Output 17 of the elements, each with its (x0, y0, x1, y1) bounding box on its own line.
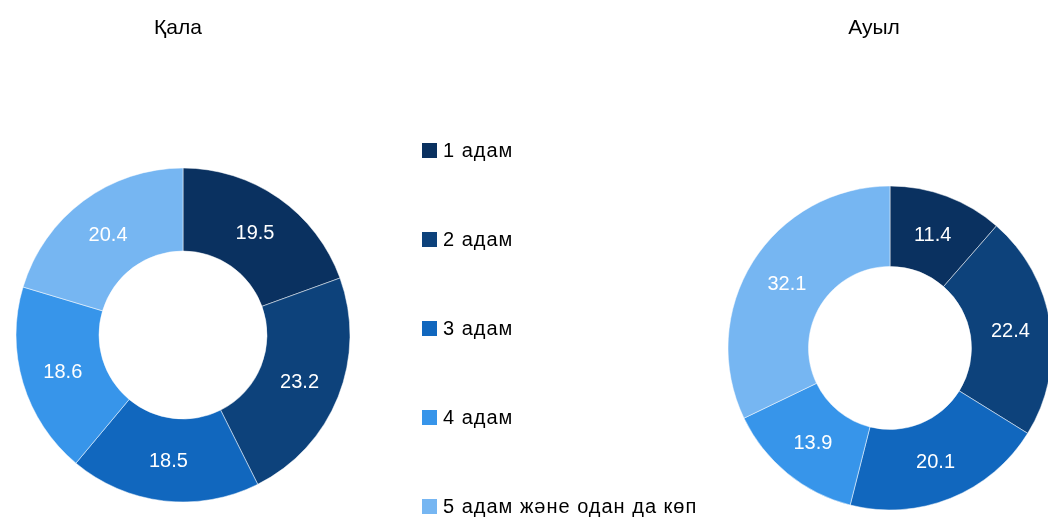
legend-label: 5 адам және одан да көп (443, 494, 698, 518)
data-label: 13.9 (793, 431, 833, 454)
data-label: 23.2 (280, 370, 320, 393)
data-label: 18.5 (149, 448, 188, 471)
data-label: 18.6 (43, 360, 83, 383)
slice-label: Ауыл (847, 15, 901, 39)
data-label: 20.1 (916, 449, 956, 472)
legend-label: 1 адам (443, 138, 514, 162)
data-label: 22.4 (990, 318, 1030, 341)
slice-label: Қала (153, 15, 203, 39)
data-label: 32.1 (767, 272, 807, 295)
legend-label: 2 адам (443, 227, 514, 251)
data-label: 19.5 (235, 221, 275, 244)
legend-label: 3 адам (443, 316, 514, 340)
data-label: 20.4 (88, 223, 128, 246)
data-label: 11.4 (913, 223, 952, 245)
legend-label: 4 адам (443, 405, 514, 429)
